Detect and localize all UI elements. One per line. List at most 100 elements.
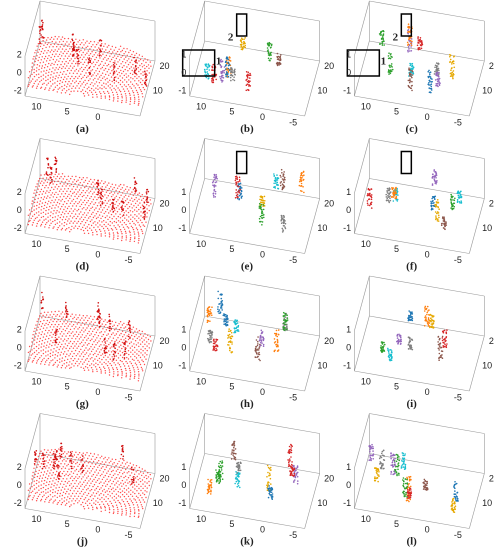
- point: [94, 476, 97, 479]
- point: [133, 369, 135, 371]
- point: [57, 343, 59, 346]
- point: [71, 48, 74, 50]
- point: [60, 188, 62, 190]
- point: [101, 195, 104, 197]
- point: [66, 65, 68, 67]
- point: [283, 225, 285, 227]
- point: [127, 358, 130, 360]
- point: [51, 62, 53, 65]
- point: [110, 364, 113, 367]
- point: [92, 360, 95, 362]
- point: [46, 66, 49, 68]
- point: [30, 217, 32, 220]
- point: [59, 346, 62, 348]
- point: [75, 188, 77, 191]
- point: [132, 338, 134, 340]
- point: [55, 159, 58, 162]
- point: [125, 194, 127, 196]
- point: [106, 472, 108, 474]
- point: [122, 345, 125, 348]
- point: [72, 318, 74, 320]
- point: [259, 201, 262, 203]
- point: [119, 90, 122, 93]
- point: [129, 376, 132, 378]
- point: [35, 87, 38, 89]
- point: [63, 483, 65, 486]
- point: [76, 485, 78, 487]
- point: [87, 200, 90, 202]
- point: [122, 198, 124, 200]
- point: [40, 197, 42, 199]
- point: [382, 30, 385, 33]
- point: [62, 340, 64, 342]
- point: [100, 217, 102, 220]
- point: [63, 313, 66, 315]
- point: [220, 297, 223, 300]
- point: [133, 240, 136, 243]
- point: [48, 46, 51, 48]
- point: [411, 76, 413, 79]
- point: [72, 181, 74, 183]
- point: [110, 89, 113, 91]
- axis-frame: [354, 95, 470, 117]
- highlight-box: [346, 49, 381, 77]
- point: [388, 189, 391, 191]
- point: [95, 217, 98, 220]
- point: [220, 72, 223, 74]
- point: [66, 471, 69, 473]
- point: [146, 208, 148, 210]
- point: [137, 193, 139, 196]
- point: [385, 199, 388, 202]
- point: [113, 234, 115, 236]
- point: [117, 374, 119, 377]
- point: [65, 473, 67, 475]
- point: [104, 181, 106, 183]
- point: [115, 339, 118, 341]
- point: [257, 336, 259, 338]
- point: [427, 317, 430, 319]
- point: [408, 30, 411, 33]
- point: [282, 179, 285, 181]
- point: [56, 346, 58, 348]
- point: [76, 498, 78, 500]
- point: [96, 233, 98, 236]
- point: [149, 336, 151, 338]
- point: [66, 90, 68, 92]
- point: [43, 67, 46, 69]
- point: [55, 157, 57, 160]
- point: [79, 56, 81, 59]
- point: [33, 488, 36, 490]
- point: [126, 60, 128, 62]
- point-cloud: [211, 168, 305, 233]
- point: [63, 333, 65, 335]
- point: [80, 348, 82, 351]
- point: [438, 81, 441, 83]
- point: [453, 202, 456, 205]
- point: [451, 76, 454, 78]
- point: [379, 31, 382, 33]
- point: [52, 216, 54, 219]
- point: [208, 334, 211, 336]
- point: [121, 356, 124, 359]
- point: [281, 187, 284, 189]
- point: [86, 229, 89, 232]
- point: [77, 220, 80, 223]
- point: [139, 501, 142, 503]
- point: [70, 208, 72, 210]
- point: [113, 357, 116, 359]
- point: [47, 354, 49, 356]
- point: [208, 64, 211, 67]
- point: [65, 310, 67, 313]
- point: [80, 473, 82, 475]
- point: [452, 77, 454, 80]
- point: [88, 485, 91, 487]
- point: [42, 336, 45, 338]
- point: [419, 44, 422, 47]
- point: [435, 201, 438, 203]
- point: [82, 63, 84, 66]
- point: [440, 224, 443, 227]
- point: [240, 196, 243, 198]
- z-tick-label: -1: [178, 361, 186, 371]
- point: [45, 209, 47, 212]
- point: [138, 192, 141, 194]
